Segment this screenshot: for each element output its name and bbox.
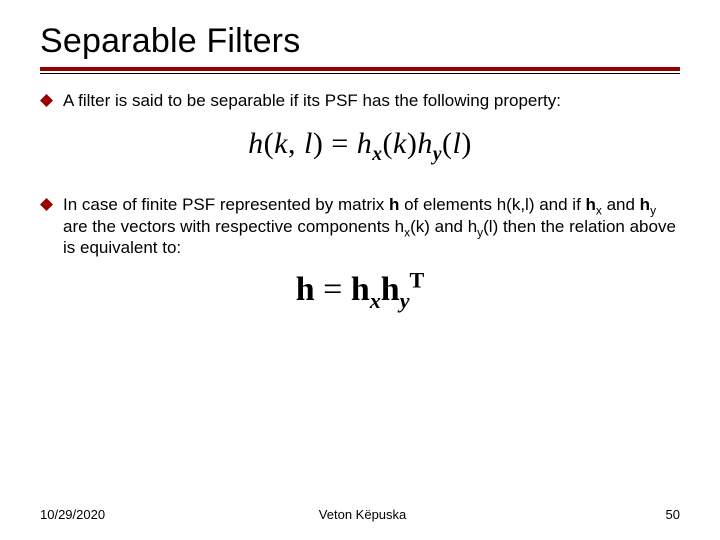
eq2-x: x (370, 288, 381, 313)
diamond-bullet-icon (40, 198, 53, 211)
footer-author: Veton Këpuska (105, 507, 620, 522)
eq1-h: h (248, 127, 264, 160)
equation-2: h = hxhyT (40, 268, 680, 314)
eq1-k: k (274, 127, 288, 160)
bullet-item: A filter is said to be separable if its … (40, 90, 680, 111)
eq2-T: T (410, 268, 425, 293)
eq2-hy: h (381, 271, 400, 308)
bullet-text: A filter is said to be separable if its … (63, 90, 680, 111)
slide-footer: 10/29/2020 Veton Këpuska 50 (40, 501, 680, 522)
slide: Separable Filters A filter is said to be… (0, 0, 720, 540)
eq1-hy: h (417, 127, 433, 160)
bullet-text: In case of finite PSF represented by mat… (63, 194, 680, 258)
eq1-k2: k (393, 127, 407, 160)
eq1-l2: l (452, 127, 461, 160)
eq2-h: h (296, 271, 315, 308)
diamond-bullet-icon (40, 94, 53, 107)
footer-date: 10/29/2020 (40, 507, 105, 522)
slide-title: Separable Filters (40, 22, 680, 61)
eq2-y: y (400, 288, 410, 313)
bullet-item: In case of finite PSF represented by mat… (40, 194, 680, 258)
eq1-l: l (304, 127, 313, 160)
footer-page-number: 50 (620, 507, 680, 522)
eq1-hx: h (357, 127, 373, 160)
eq1-y: y (433, 144, 442, 165)
eq1-x: x (372, 144, 382, 165)
equation-1: h(k, l) = hx(k)hy(l) (40, 127, 680, 166)
title-rule (40, 67, 680, 74)
slide-body: A filter is said to be separable if its … (40, 78, 680, 501)
eq2-hx: h (351, 271, 370, 308)
